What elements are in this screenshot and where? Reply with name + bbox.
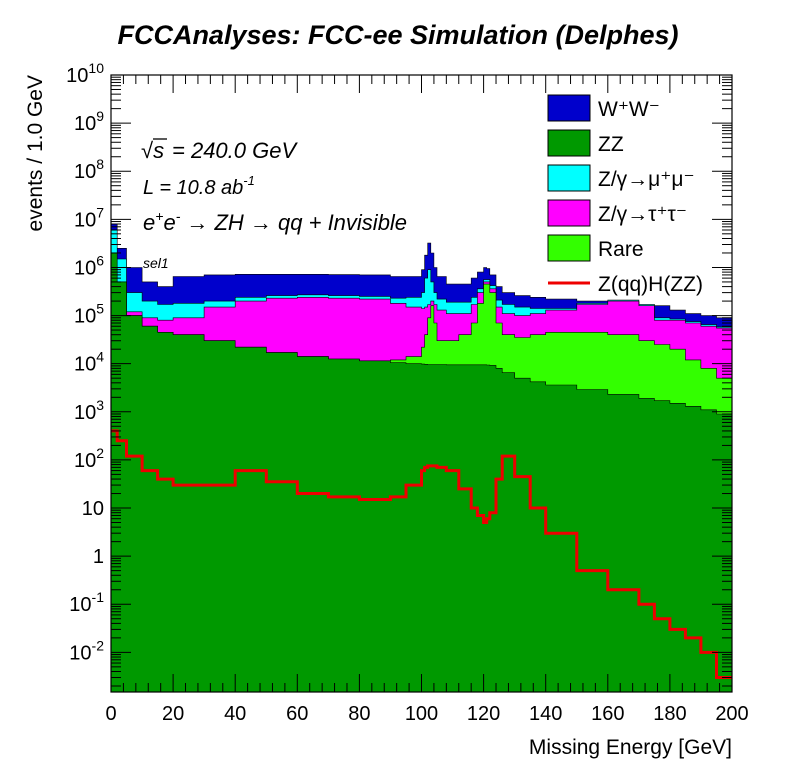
x-tick-label: 200 — [715, 703, 748, 725]
x-tick-label: 120 — [467, 703, 500, 725]
legend-label: ZZ — [598, 133, 624, 156]
x-tick-label: 100 — [405, 703, 438, 725]
legend-swatch — [547, 94, 591, 122]
y-tick-label: 1010 — [66, 60, 104, 87]
y-axis-ticks: 10-2 10-1 1 10 102 103 104 105 106 107 108 109 1010 — [66, 60, 732, 687]
y-tick-label: 102 — [74, 445, 104, 472]
sqrt-s-value: = 240.0 GeV — [172, 138, 298, 163]
y-tick-label: 108 — [74, 156, 104, 183]
annotations: √s = 240.0 GeV L = 10.8 ab-1 e+e- → ZH → … — [141, 138, 407, 271]
luminosity: L = 10.8 ab-1 — [143, 173, 255, 199]
y-tick-label: 109 — [74, 108, 104, 135]
y-tick-label: 1 — [93, 546, 104, 568]
signal-line-group — [111, 429, 732, 679]
legend-label: Rare — [598, 238, 644, 261]
y-axis-label: events / 1.0 GeV — [24, 75, 47, 231]
x-tick-label: 180 — [653, 703, 686, 725]
x-tick-label: 160 — [591, 703, 624, 725]
x-tick-label: 80 — [348, 703, 370, 725]
legend-label: Z/γ→μ⁺μ⁻ — [598, 168, 695, 191]
x-axis-ticks: 0 20 40 60 80 100 120 140 160 180 200 — [105, 75, 749, 725]
y-tick-label: 10-2 — [69, 637, 104, 664]
legend-swatch — [547, 164, 591, 192]
legend-swatch — [547, 234, 591, 262]
chart-title: FCCAnalyses: FCC-ee Simulation (Delphes) — [117, 20, 679, 50]
y-tick-label: 103 — [74, 397, 104, 424]
process: e+e- → ZH → qq + Invisible — [143, 208, 407, 235]
x-tick-label: 20 — [162, 703, 184, 725]
signal-line — [111, 429, 732, 679]
y-tick-label: 10 — [82, 498, 104, 520]
legend-label: Z(qq)H(ZZ) — [598, 273, 703, 296]
y-tick-label: 105 — [74, 301, 104, 328]
legend-swatch — [547, 199, 591, 227]
legend-swatch — [547, 129, 591, 157]
sqrt-s-symbol: √s — [141, 138, 164, 163]
legend-label: W⁺W⁻ — [598, 98, 660, 121]
y-tick-label: 10-1 — [69, 589, 104, 616]
x-tick-label: 140 — [529, 703, 562, 725]
selection-label: sel1 — [143, 255, 169, 271]
y-tick-label: 106 — [74, 252, 104, 279]
y-tick-label: 107 — [74, 204, 104, 231]
legend: W⁺W⁻ ZZ Z/γ→μ⁺μ⁻ Z/γ→τ⁺τ⁻ Rare Z(qq)H(ZZ) — [547, 94, 703, 296]
x-axis-label: Missing Energy [GeV] — [529, 736, 732, 759]
legend-label: Z/γ→τ⁺τ⁻ — [598, 203, 687, 226]
x-tick-label: 60 — [286, 703, 308, 725]
y-tick-label: 104 — [74, 349, 104, 376]
x-tick-label: 0 — [105, 703, 116, 725]
x-tick-label: 40 — [224, 703, 246, 725]
